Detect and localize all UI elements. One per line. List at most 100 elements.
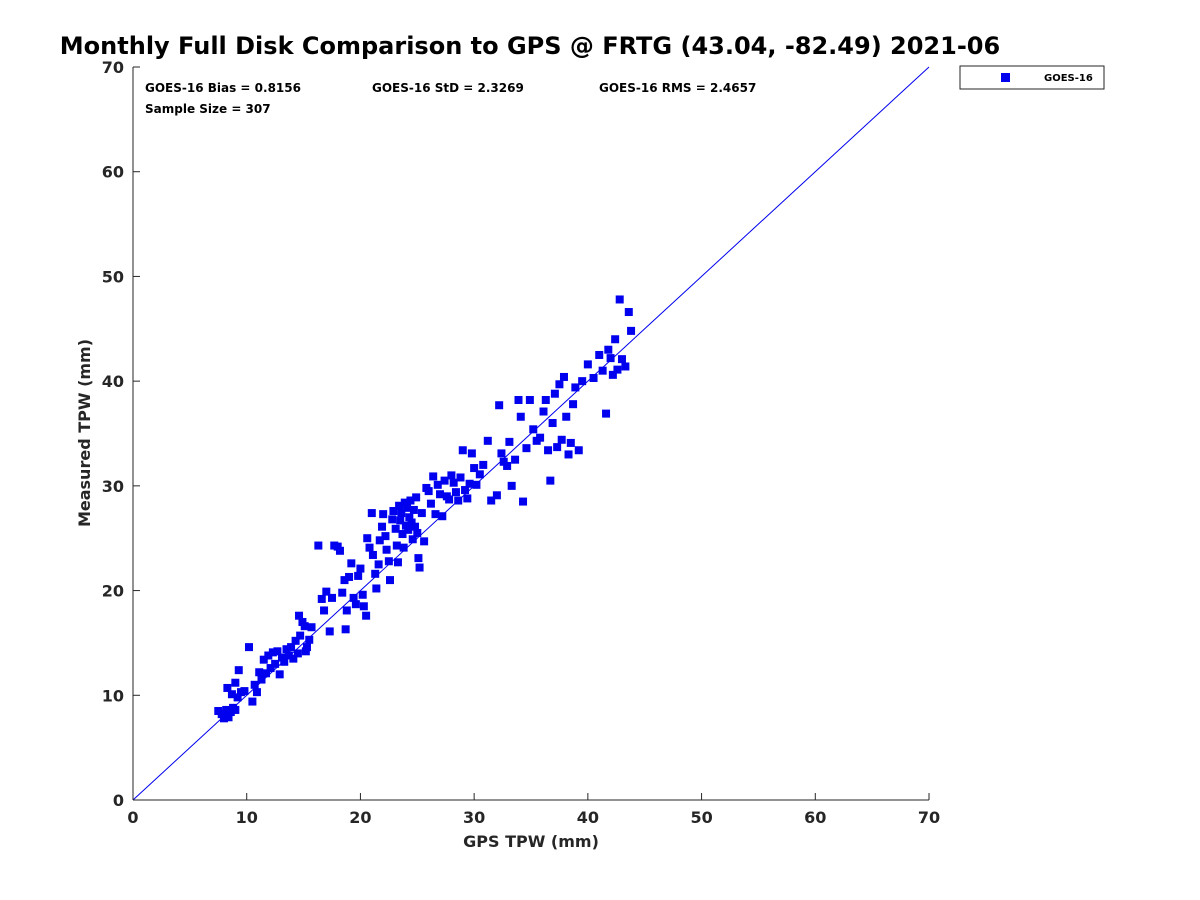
data-point xyxy=(562,412,571,421)
data-point xyxy=(307,623,316,632)
data-point xyxy=(233,693,242,702)
y-tick-label: 10 xyxy=(102,686,124,705)
data-point xyxy=(226,708,235,717)
data-point xyxy=(342,606,351,615)
data-point xyxy=(574,446,583,455)
data-point xyxy=(284,651,293,660)
data-point xyxy=(627,326,636,335)
data-point xyxy=(550,389,559,398)
data-point xyxy=(223,683,232,692)
data-point xyxy=(569,400,578,409)
data-point xyxy=(606,354,615,363)
data-point xyxy=(356,564,365,573)
data-point xyxy=(275,670,284,679)
data-point xyxy=(553,443,562,452)
data-point xyxy=(436,490,445,499)
x-tick-label: 70 xyxy=(918,808,940,827)
data-point xyxy=(479,460,488,469)
data-point xyxy=(338,588,347,597)
data-point xyxy=(409,505,418,514)
data-point xyxy=(295,611,304,620)
x-tick-label: 40 xyxy=(577,808,599,827)
data-point xyxy=(300,622,309,631)
data-point xyxy=(347,559,356,568)
data-point xyxy=(328,593,336,602)
y-tick-label: 40 xyxy=(102,372,124,391)
data-point xyxy=(296,631,305,640)
data-point xyxy=(566,438,575,447)
data-point xyxy=(282,645,291,654)
data-point xyxy=(266,664,275,673)
data-point xyxy=(392,541,401,550)
data-point xyxy=(424,487,433,496)
data-point xyxy=(374,560,383,569)
data-point xyxy=(449,478,458,487)
data-point xyxy=(389,506,398,515)
data-point xyxy=(240,687,249,696)
data-point xyxy=(541,395,550,404)
data-point xyxy=(255,668,264,677)
data-point xyxy=(219,714,228,723)
data-point xyxy=(589,374,598,383)
x-tick-label: 0 xyxy=(127,808,138,827)
data-point xyxy=(287,643,296,652)
x-tick-label: 10 xyxy=(236,808,258,827)
data-point xyxy=(433,480,442,489)
rms-stat: GOES-16 RMS = 2.4657 xyxy=(599,81,756,95)
data-point xyxy=(483,436,492,445)
data-point xyxy=(472,480,481,489)
data-point xyxy=(301,647,310,656)
data-point xyxy=(475,470,484,479)
data-point xyxy=(393,558,402,567)
data-point xyxy=(544,446,553,455)
data-point xyxy=(426,499,435,508)
data-point xyxy=(289,654,298,663)
data-point xyxy=(495,401,504,410)
data-point xyxy=(368,550,377,559)
data-point xyxy=(539,407,548,416)
y-tick-label: 60 xyxy=(102,163,124,182)
data-point xyxy=(408,535,417,544)
data-point xyxy=(252,688,261,697)
x-tick-label: 60 xyxy=(804,808,826,827)
data-point xyxy=(559,372,568,381)
data-point xyxy=(564,450,573,459)
data-point xyxy=(499,457,508,466)
data-point xyxy=(293,649,302,658)
data-point xyxy=(359,602,368,611)
data-point xyxy=(354,571,363,580)
data-point xyxy=(467,449,476,458)
data-point xyxy=(414,554,423,563)
data-point xyxy=(431,510,440,519)
data-point xyxy=(231,678,240,687)
data-point xyxy=(613,365,622,374)
data-point xyxy=(404,525,413,534)
data-point xyxy=(602,409,611,418)
data-point xyxy=(461,486,470,495)
legend: GOES-16 xyxy=(959,65,1105,90)
data-point xyxy=(516,412,525,421)
data-point xyxy=(583,360,592,369)
data-point xyxy=(522,444,531,453)
data-point xyxy=(273,647,282,656)
data-point xyxy=(595,350,604,359)
data-point xyxy=(456,473,465,482)
data-point xyxy=(507,481,516,490)
data-point xyxy=(411,522,420,531)
data-point xyxy=(244,643,253,652)
data-point xyxy=(548,419,557,428)
data-point xyxy=(335,546,344,555)
data-point xyxy=(262,669,271,678)
data-point xyxy=(611,335,620,344)
data-point xyxy=(519,497,528,506)
data-point xyxy=(529,425,538,434)
data-point xyxy=(314,541,323,550)
y-tick-label: 0 xyxy=(113,791,124,810)
data-point xyxy=(557,435,566,444)
data-point xyxy=(621,362,630,371)
data-point xyxy=(505,437,514,446)
data-point xyxy=(555,380,564,389)
data-point xyxy=(378,522,387,531)
data-point xyxy=(317,594,326,603)
